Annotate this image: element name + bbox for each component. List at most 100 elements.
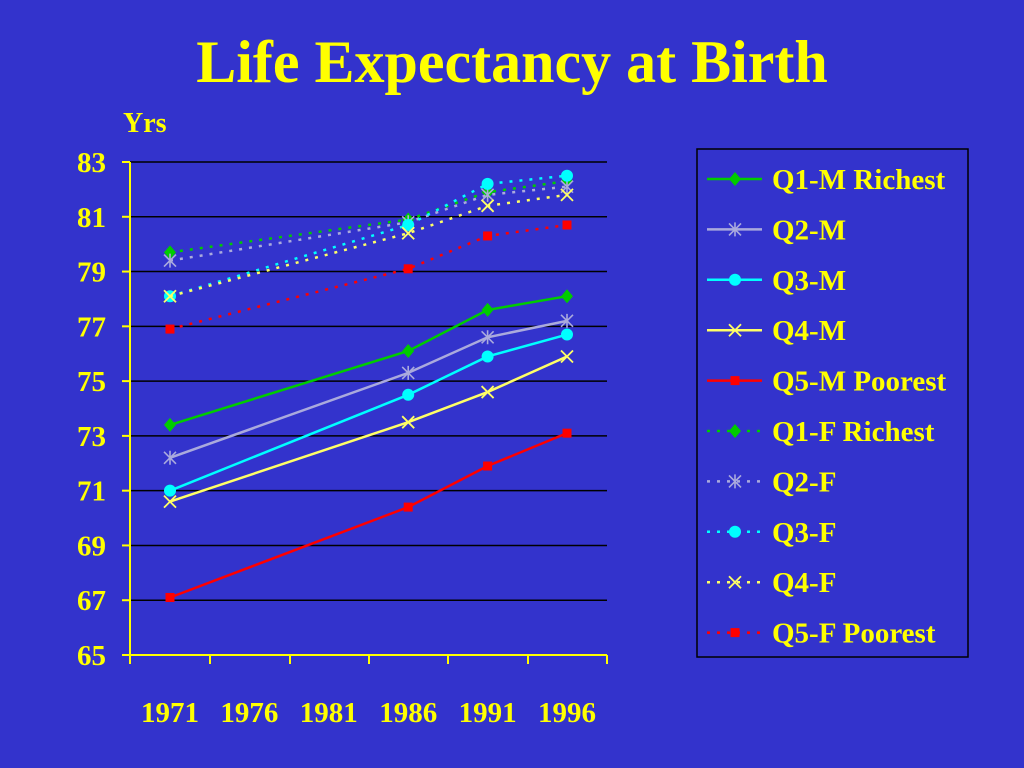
legend-entry: Q5-F Poorest bbox=[707, 618, 936, 650]
legend-label: Q3-F bbox=[772, 517, 836, 549]
legend-entry: Q4-F bbox=[707, 567, 836, 599]
legend-entry: Q1-F Richest bbox=[707, 416, 935, 448]
x-tick-label: 1981 bbox=[300, 697, 358, 729]
series-3 bbox=[164, 328, 573, 497]
x-tick-label: 1991 bbox=[459, 697, 517, 729]
x-tick-label: 1971 bbox=[141, 697, 199, 729]
legend-entry: Q5-M Poorest bbox=[707, 366, 947, 398]
legend-label: Q4-M bbox=[772, 315, 846, 347]
series-10 bbox=[165, 220, 572, 334]
legend-marker bbox=[730, 376, 740, 386]
data-point bbox=[562, 428, 572, 438]
x-tick-label: 1996 bbox=[538, 697, 596, 729]
legend-label: Q4-F bbox=[772, 567, 836, 599]
y-tick-label: 65 bbox=[77, 640, 106, 672]
series-9 bbox=[163, 188, 574, 303]
data-point bbox=[163, 289, 177, 303]
legend-label: Q2-F bbox=[772, 466, 836, 498]
data-point bbox=[402, 343, 415, 358]
data-point bbox=[483, 461, 493, 471]
legend-marker bbox=[729, 273, 741, 286]
y-tick-label: 69 bbox=[77, 530, 106, 562]
plot-background bbox=[130, 162, 607, 655]
chart-title: Life Expectancy at Birth bbox=[196, 29, 828, 95]
legend-entry: Q3-F bbox=[707, 517, 836, 549]
legend-marker bbox=[728, 474, 742, 489]
data-point bbox=[164, 417, 176, 432]
series-line bbox=[169, 355, 568, 503]
series-line bbox=[169, 294, 568, 427]
legend-marker bbox=[729, 525, 741, 538]
plot-area bbox=[130, 161, 607, 655]
y-tick-label: 75 bbox=[77, 366, 106, 398]
data-point bbox=[561, 169, 573, 182]
data-point bbox=[560, 349, 574, 364]
data-point bbox=[481, 330, 495, 345]
data-point bbox=[562, 220, 572, 230]
data-point bbox=[164, 245, 176, 260]
data-point bbox=[401, 415, 415, 429]
data-point bbox=[401, 365, 415, 380]
legend-marker bbox=[728, 222, 742, 237]
series-line bbox=[169, 431, 568, 599]
data-point bbox=[560, 313, 574, 328]
y-axis: 65 67 69 71 73 75 77 79 81 83 bbox=[77, 147, 131, 672]
data-point bbox=[561, 328, 573, 341]
series-2 bbox=[163, 313, 574, 465]
legend-label: Q3-M bbox=[772, 265, 846, 297]
data-point bbox=[561, 289, 573, 304]
y-tick-label: 73 bbox=[77, 421, 106, 453]
y-tick-label: 79 bbox=[77, 257, 106, 289]
legend-box bbox=[696, 148, 969, 658]
legend-label: Q1-M Richest bbox=[772, 164, 945, 196]
data-point bbox=[164, 484, 176, 497]
data-point bbox=[560, 188, 574, 202]
data-point bbox=[403, 502, 413, 512]
data-point bbox=[163, 253, 177, 268]
legend-label: Q2-M bbox=[772, 214, 846, 246]
data-point bbox=[481, 350, 494, 363]
series-line bbox=[169, 223, 568, 331]
data-point bbox=[481, 177, 494, 190]
legend-label: Q5-F Poorest bbox=[772, 618, 936, 650]
legend-marker bbox=[728, 575, 742, 589]
series-1 bbox=[164, 289, 573, 432]
data-point bbox=[163, 450, 177, 465]
data-point bbox=[483, 231, 493, 241]
data-point bbox=[480, 199, 495, 213]
x-axis: 1971 1976 1981 1986 1991 1996 bbox=[129, 654, 608, 729]
series-4 bbox=[163, 349, 574, 509]
y-tick-label: 83 bbox=[77, 147, 106, 179]
data-point bbox=[163, 494, 177, 509]
data-point bbox=[401, 226, 415, 240]
data-point bbox=[403, 264, 413, 274]
legend-marker bbox=[729, 424, 741, 438]
x-tick-label: 1986 bbox=[379, 697, 437, 729]
legend-entry: Q3-M bbox=[707, 265, 846, 297]
data-point bbox=[481, 187, 495, 202]
series-line bbox=[169, 185, 568, 262]
legend-entry: Q2-F bbox=[707, 466, 836, 498]
data-point bbox=[480, 385, 495, 399]
y-tick-label: 81 bbox=[77, 202, 106, 234]
data-point bbox=[165, 592, 175, 602]
x-tick-label: 1976 bbox=[220, 697, 278, 729]
data-point bbox=[402, 388, 415, 401]
legend-label: Q5-M Poorest bbox=[772, 366, 947, 398]
legend-marker bbox=[728, 323, 742, 337]
series-5 bbox=[165, 428, 572, 602]
legend-entry: Q4-M bbox=[707, 315, 846, 347]
legend-label: Q1-F Richest bbox=[772, 416, 935, 448]
legend: Q1-M Richest Q2-M Q3-M Q4-M Q5-M Poorest Q1-F… bbox=[696, 148, 969, 658]
series-layer bbox=[163, 169, 574, 602]
y-axis-label: Yrs bbox=[123, 108, 167, 139]
data-point bbox=[481, 302, 494, 317]
series-line bbox=[169, 319, 568, 459]
legend-entry: Q2-M bbox=[707, 214, 846, 246]
series-line bbox=[169, 193, 568, 298]
series-line bbox=[169, 333, 568, 492]
y-tick-label: 67 bbox=[77, 585, 106, 617]
legend-entry: Q1-M Richest bbox=[707, 164, 945, 196]
y-tick-label: 77 bbox=[77, 311, 106, 343]
